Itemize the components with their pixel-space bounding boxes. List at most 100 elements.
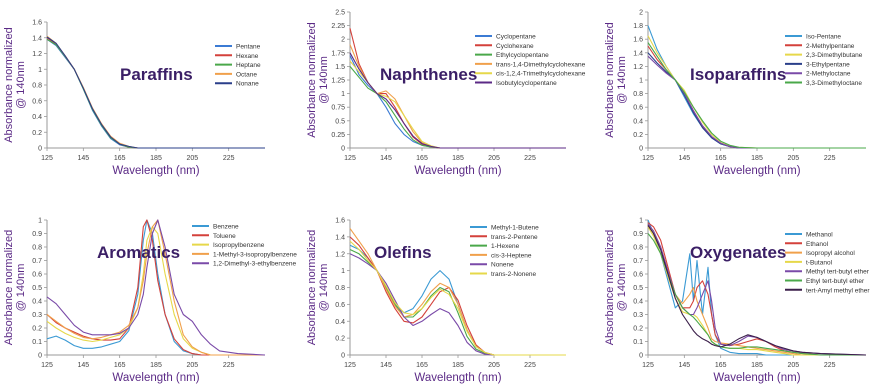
x-tick-label: 185	[751, 362, 763, 369]
x-tick-label: 145	[77, 155, 89, 162]
x-axis-label: Wavelength (nm)	[414, 165, 501, 177]
chart-panel-olefins: 0 0.2 0.4 0.6 0.8 1 1.2 1.4 1.6 125 145 165 185 205 22…	[306, 218, 566, 384]
series-line-2-methyloctane	[647, 55, 866, 149]
legend-label: Isobutylcyclopentane	[496, 80, 557, 87]
y-tick-label: 0.6	[633, 272, 643, 279]
y-tick-label: 0.8	[335, 285, 345, 292]
y-tick-label: 0.25	[331, 132, 345, 139]
chart-panel-oxygenates: 0 0.1 0.2 0.3 0.4 0.5 0.6 0.7 0.8 0.9 1 125 145 165 18…	[604, 218, 870, 385]
legend-label: Ethyl tert-butyl ether	[806, 278, 865, 285]
legend-label: 1-Methyl-3-isopropylbenzene	[213, 251, 297, 258]
x-tick-label: 185	[452, 155, 464, 162]
legend-label: cis-1,2,4-Trimethylcyclohexane	[496, 71, 586, 78]
y-tick-label: 0	[639, 146, 643, 153]
x-axis-label: Wavelength (nm)	[713, 165, 800, 177]
y-tick-label: 0.4	[32, 299, 42, 306]
y-axis-label: Absorbance normalized@ 140nm	[604, 230, 628, 346]
x-tick-label: 225	[824, 155, 836, 162]
x-tick-label: 185	[150, 362, 162, 369]
series-line-1-methyl-3-isopropylbenzene	[46, 219, 265, 356]
x-tick-label: 145	[77, 362, 89, 369]
y-axis-label-line: Absorbance normalized	[604, 230, 616, 346]
series-line-hexane	[46, 37, 265, 149]
legend-label: Heptane	[236, 62, 261, 69]
x-tick-label: 205	[186, 362, 198, 369]
y-tick-label: 1.8	[633, 23, 643, 30]
legend-label: Octane	[236, 71, 257, 78]
y-tick-label: 0.2	[32, 326, 42, 333]
y-axis-label: Absorbance normalized@ 140nm	[3, 230, 27, 346]
y-tick-label: 0.6	[335, 302, 345, 309]
panel-title: Oxygenates	[690, 243, 786, 262]
series-line-tert-amyl-methyl-ether	[647, 225, 867, 356]
x-tick-label: 185	[452, 362, 464, 369]
x-tick-label: 125	[41, 362, 53, 369]
chart-panel-isoparaffins: 0 0.2 0.4 0.6 0.8 1 1.2 1.4 1.6 1.8 2 125 145 165 185 2…	[604, 10, 866, 177]
x-tick-label: 225	[524, 155, 536, 162]
legend-label: Methyl-1-Butene	[491, 225, 539, 232]
x-tick-label: 125	[642, 155, 654, 162]
x-axis-label: Wavelength (nm)	[112, 372, 199, 384]
y-axis-label: Absorbance normalized@ 140nm	[3, 27, 27, 143]
y-tick-label: 0.8	[32, 245, 42, 252]
legend-label: Nonene	[491, 262, 514, 269]
panel-title: Naphthenes	[380, 65, 477, 84]
y-axis-label-line: Absorbance normalized	[3, 27, 15, 143]
x-tick-label: 185	[150, 155, 162, 162]
y-tick-label: 1	[341, 268, 345, 275]
y-tick-label: 0.8	[633, 245, 643, 252]
y-axis-label-line: @ 140nm	[616, 56, 628, 104]
y-tick-label: 0.6	[32, 272, 42, 279]
y-tick-label: 1	[38, 67, 42, 74]
y-tick-label: 0	[341, 146, 345, 153]
y-tick-label: 0.6	[633, 105, 643, 112]
panel-title: Isoparaffins	[690, 65, 786, 84]
y-tick-label: 0.3	[32, 312, 42, 319]
x-tick-label: 165	[715, 362, 727, 369]
legend-label: t-Butanol	[806, 259, 833, 266]
y-tick-label: 0.7	[32, 258, 42, 265]
x-tick-label: 165	[416, 362, 428, 369]
legend-label: Nonane	[236, 81, 259, 88]
y-axis-label-line: @ 140nm	[318, 56, 330, 104]
series-line-toluene	[46, 219, 265, 356]
x-axis-label: Wavelength (nm)	[112, 165, 199, 177]
x-tick-label: 205	[787, 155, 799, 162]
x-axis-label: Wavelength (nm)	[713, 372, 800, 384]
legend-label: trans-1,4-Dimethylcyclohexane	[496, 61, 586, 68]
y-tick-label: 0.8	[32, 83, 42, 90]
chart-panel-naphthenes: 0 0.25 0.5 0.75 1 1.25 1.5 1.75 2 2.25 2.5 125 145 16…	[306, 10, 586, 178]
y-axis-label: Absorbance normalized@ 140nm	[306, 230, 330, 346]
y-tick-label: 0.6	[32, 98, 42, 105]
x-tick-label: 205	[488, 362, 500, 369]
legend-label: Methyl tert-butyl ether	[806, 269, 870, 276]
y-axis-label-line: Absorbance normalized	[3, 230, 15, 346]
x-tick-label: 145	[380, 155, 392, 162]
y-tick-label: 0.5	[32, 285, 42, 292]
y-tick-label: 0.5	[633, 285, 643, 292]
legend-label: Hexane	[236, 53, 259, 60]
y-tick-label: 2.25	[331, 23, 345, 30]
y-tick-label: 1.75	[331, 50, 345, 57]
y-tick-label: 2	[341, 37, 345, 44]
y-tick-label: 1.6	[335, 218, 345, 225]
y-tick-label: 1.4	[335, 234, 345, 241]
legend-label: Cyclohexane	[496, 43, 534, 50]
y-tick-label: 0.4	[633, 118, 643, 125]
legend: Iso-Pentane 2-Methylpentane 2,3-Dimethylbu…	[785, 34, 863, 87]
series-line-1-2-dimethyl-3-ethylbenzene	[46, 219, 266, 356]
y-tick-label: 0.5	[335, 118, 345, 125]
y-tick-label: 0.4	[32, 114, 42, 121]
x-tick-label: 225	[223, 362, 235, 369]
x-tick-label: 125	[41, 155, 53, 162]
y-tick-label: 0.2	[32, 130, 42, 137]
series-line-octane	[46, 35, 265, 149]
legend-label: 1,2-Dimethyl-3-ethylbenzene	[213, 261, 296, 268]
y-tick-label: 1.5	[335, 64, 345, 71]
y-tick-label: 1	[38, 218, 42, 225]
x-tick-label: 145	[678, 362, 690, 369]
legend-label: trans-2-Nonene	[491, 271, 537, 278]
x-tick-label: 225	[824, 362, 836, 369]
x-axis-label: Wavelength (nm)	[414, 372, 501, 384]
